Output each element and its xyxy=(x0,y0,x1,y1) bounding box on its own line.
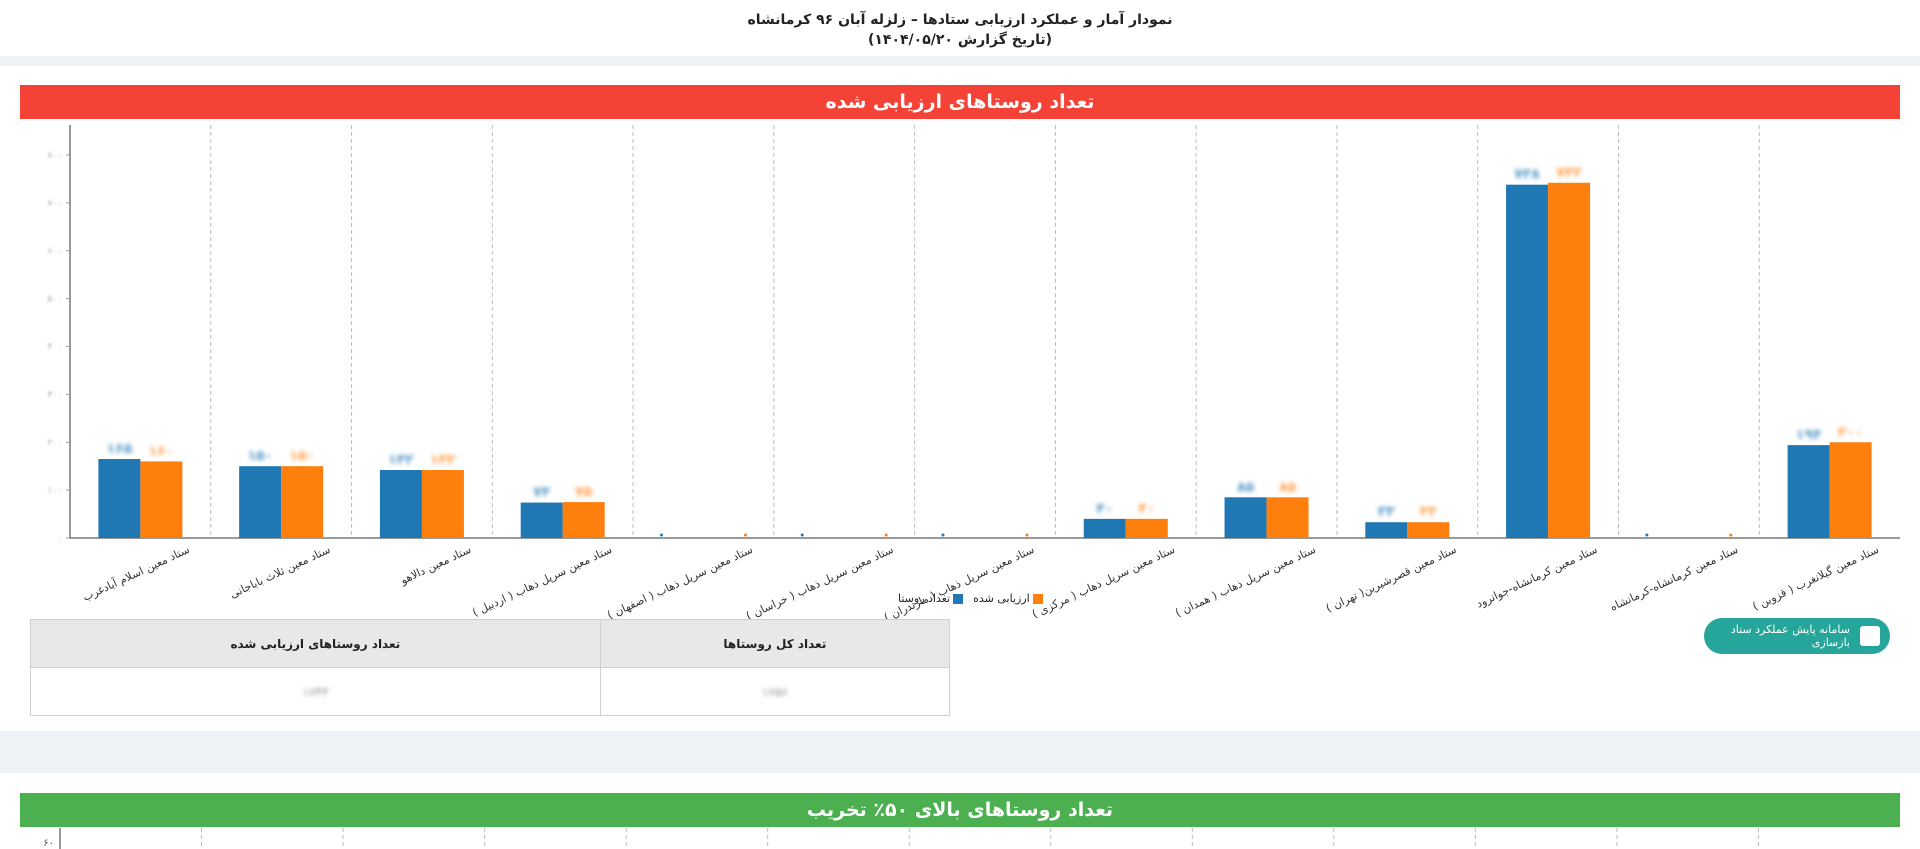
x-tick-label: ستاد معین سرپل ذهاب ( اردبیل ) xyxy=(470,543,614,619)
y-tick-label: ۴۰۰ xyxy=(47,343,62,353)
x-tick-label: ستاد معین کرمانشاه-جوانرود xyxy=(1474,543,1599,611)
bar-villages xyxy=(1506,184,1549,538)
y-tick-label: ۷۰۰ xyxy=(47,199,62,209)
bar-villages xyxy=(1365,522,1408,538)
bar-evaluated xyxy=(1407,522,1450,538)
summary-table: تعداد روستاهای ارزیابی شده تعداد کل روست… xyxy=(30,619,951,716)
bar-evaluated xyxy=(884,533,888,537)
summary-header-row: تعداد روستاهای ارزیابی شده تعداد کل روست… xyxy=(30,619,951,668)
y-tick-label: ۲۰۰ xyxy=(47,438,62,448)
separator-band xyxy=(0,56,1920,66)
report-date: (تاریخ گزارش ۱۴۰۴/۰۵/۲۰) xyxy=(867,32,1053,48)
bar-villages xyxy=(379,470,422,538)
data-label-villages: ۱۶۵ xyxy=(107,441,133,457)
section-title-destroyed: تعداد روستاهای بالای ۵۰٪ تخریب xyxy=(20,793,1900,827)
legend-label-evaluated: ارزیابی شده xyxy=(973,592,1030,605)
y-tick-label: ۸۰۰ xyxy=(47,151,62,161)
bar-villages xyxy=(659,533,663,537)
data-label-evaluated: ۱۴۲ xyxy=(430,452,456,468)
data-label-evaluated: ۴۰ xyxy=(1138,501,1155,517)
page-header: نمودار آمار و عملکرد ارزیابی ستادها – زل… xyxy=(0,0,1920,56)
data-label-villages: ۳۳ xyxy=(1378,504,1396,520)
data-label-villages: ۴۰ xyxy=(1096,501,1113,517)
x-tick-label: ستاد معین اسلام آبادغرب xyxy=(80,542,191,604)
bar-villages xyxy=(520,502,563,538)
x-tick-label: ستاد معین کرمانشاه-کرمانشاه xyxy=(1608,543,1740,614)
data-label-evaluated: ۳۳ xyxy=(1420,504,1438,520)
page-title: نمودار آمار و عملکرد ارزیابی ستادها – زل… xyxy=(747,12,1173,28)
bar-evaluated xyxy=(1548,182,1591,538)
bar-evaluated xyxy=(1729,533,1733,537)
data-label-evaluated: ۲۰۰ xyxy=(1838,424,1864,440)
data-label-evaluated: ۱۶۰ xyxy=(149,443,175,459)
summary-value-row: ۱۶۴۳ ۱۶۵۶ xyxy=(30,667,951,716)
y-tick-label: ۶۰۰ xyxy=(47,247,62,257)
bar-villages xyxy=(239,466,282,538)
bar-evaluated xyxy=(1829,442,1872,538)
x-tick-label: ستاد معین سرپل ذهاب ( خراسان ) xyxy=(744,543,895,620)
bar-evaluated xyxy=(743,533,747,537)
bar-evaluated xyxy=(1266,497,1309,538)
x-tick-label: ستاد معین قصرشیرین( تهران ) xyxy=(1324,543,1459,615)
data-label-evaluated: ۱۵۰ xyxy=(289,448,315,464)
bar-villages xyxy=(98,459,141,538)
legend-swatch-orange xyxy=(1032,593,1043,604)
bar-evaluated xyxy=(421,470,464,538)
data-label-evaluated: ۷۴۲ xyxy=(1556,165,1582,181)
data-label-evaluated: ۸۵ xyxy=(1279,479,1297,495)
summary-value-assessed: ۱۶۴۳ xyxy=(30,667,601,716)
summary-value-total: ۱۶۵۶ xyxy=(599,667,951,716)
bar-villages xyxy=(1083,518,1126,538)
data-label-villages: ۷۴ xyxy=(533,485,551,501)
y-tick-label: ۶۰ xyxy=(43,838,54,849)
x-tick-label: ستاد معین گیلانغرب ( قزوین ) xyxy=(1751,543,1881,613)
section-title-assessed: تعداد روستاهای ارزیابی شده xyxy=(20,85,1900,119)
assessed-villages-chart: ۰ ۱۰۰ ۲۰۰ ۳۰۰ ۴۰۰ ۵۰۰ ۶۰۰ ۷۰۰ ۸۰۰ ۱۶۵ ۱۶۰ ستاد معین… xyxy=(47,125,1900,620)
x-tick-label: ستاد معین سرپل ذهاب ( مرکزی ) xyxy=(1030,543,1177,620)
y-tick-label: ۰ xyxy=(57,534,62,544)
y-tick-label: ۳۰۰ xyxy=(47,390,62,400)
data-label-villages: ۱۴۲ xyxy=(388,452,414,468)
toggle-label: سامانه پایش عملکرد ستاد بازسازی xyxy=(1730,623,1850,649)
bar-evaluated xyxy=(281,466,324,538)
data-label-evaluated: ۷۵ xyxy=(575,484,593,500)
legend-item-villages[interactable]: تعداد روستا xyxy=(898,592,964,605)
toggle-checkbox[interactable] xyxy=(1860,626,1880,646)
chart-legend: ارزیابی شده تعداد روستا xyxy=(898,592,1043,605)
bar-villages xyxy=(1224,497,1267,538)
separator-band-2 xyxy=(0,731,1920,773)
x-tick-label: ستاد معین ثلاث باباجانی xyxy=(228,543,333,601)
legend-label-villages: تعداد روستا xyxy=(898,592,951,605)
x-tick-label: ستاد معین دالاهو xyxy=(398,543,474,587)
bar-villages xyxy=(1787,445,1830,538)
x-tick-label: ستاد معین سرپل ذهاب ( مازندران ) xyxy=(882,543,1036,620)
bar-evaluated xyxy=(1125,518,1168,538)
data-label-villages: ۱۵۰ xyxy=(247,448,273,464)
data-label-villages: ۱۹۴ xyxy=(1796,427,1822,443)
data-label-villages: ۷۳۸ xyxy=(1514,167,1540,183)
bar-evaluated xyxy=(562,502,605,538)
bar-villages xyxy=(800,533,804,537)
bar-evaluated xyxy=(1025,533,1029,537)
destroyed-villages-chart: ۶۰ xyxy=(43,828,1759,849)
bar-villages xyxy=(1645,533,1649,537)
legend-swatch-blue xyxy=(953,593,964,604)
y-tick-label: ۱۰۰ xyxy=(47,486,62,496)
y-tick-label: ۵۰۰ xyxy=(47,295,62,305)
x-tick-label: ستاد معین سرپل ذهاب ( اصفهان ) xyxy=(605,543,754,620)
summary-header-total: تعداد کل روستاها xyxy=(599,619,951,668)
monitoring-system-toggle[interactable]: سامانه پایش عملکرد ستاد بازسازی xyxy=(1704,618,1890,654)
x-tick-label: ستاد معین سرپل ذهاب ( همدان ) xyxy=(1173,543,1318,620)
legend-item-evaluated[interactable]: ارزیابی شده xyxy=(973,592,1043,605)
bar-evaluated xyxy=(140,461,183,538)
summary-header-assessed: تعداد روستاهای ارزیابی شده xyxy=(30,619,601,668)
bar-villages xyxy=(941,533,945,537)
data-label-villages: ۸۵ xyxy=(1237,479,1255,495)
